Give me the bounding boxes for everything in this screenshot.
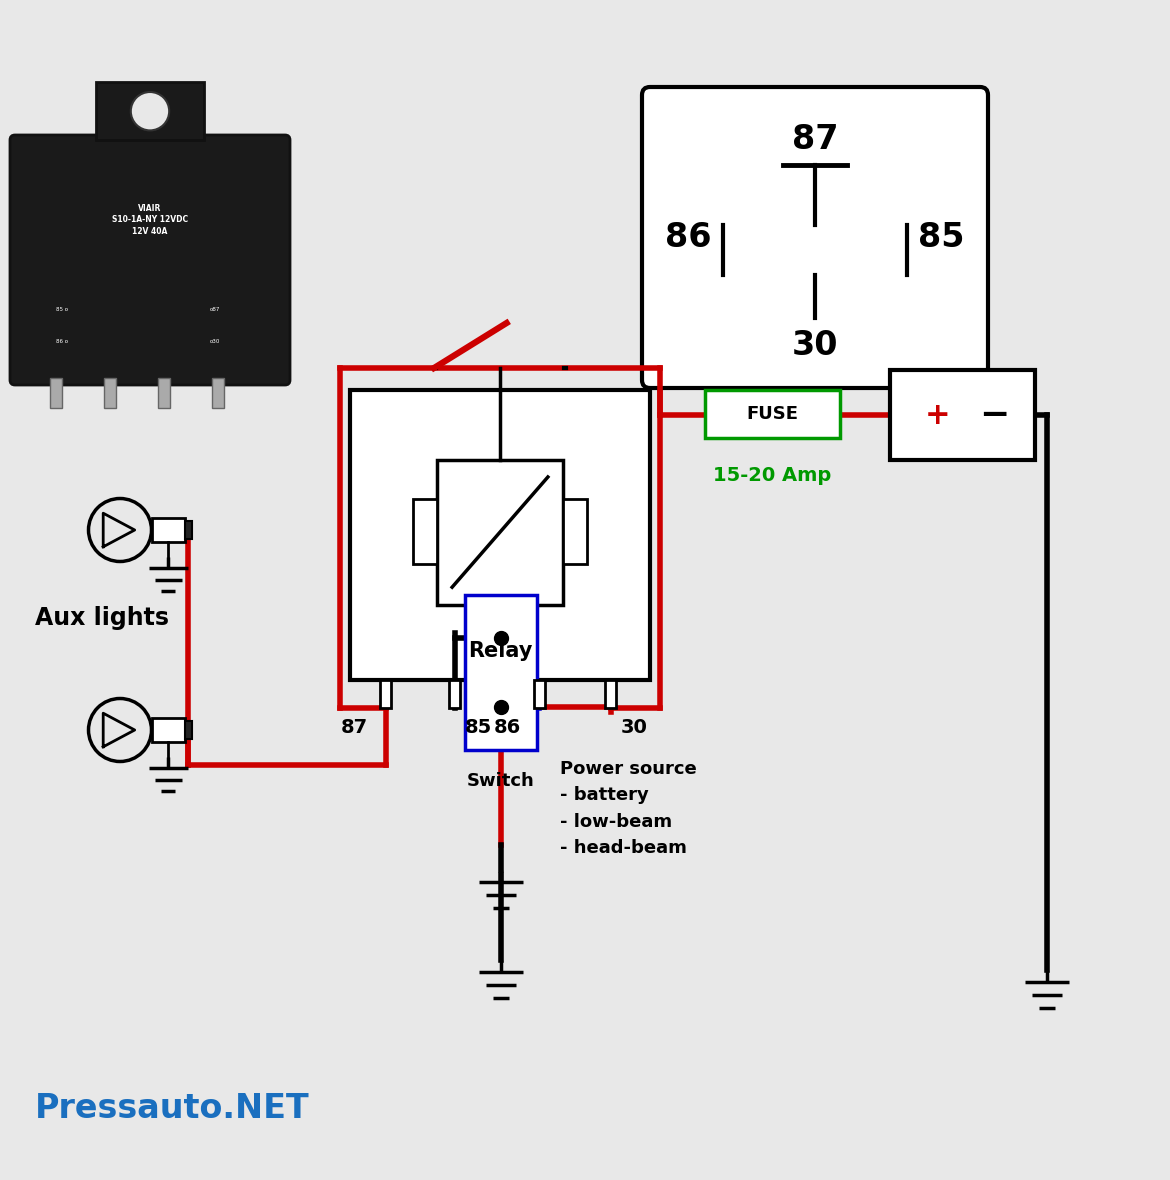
Text: 30: 30 xyxy=(621,717,648,738)
Text: −: − xyxy=(979,398,1010,432)
Bar xyxy=(413,499,438,564)
Bar xyxy=(464,595,537,750)
Text: 86: 86 xyxy=(665,221,711,254)
Bar xyxy=(151,518,185,542)
Text: Aux lights: Aux lights xyxy=(35,607,168,630)
Text: 30: 30 xyxy=(792,329,838,362)
Bar xyxy=(103,378,116,408)
Text: o30: o30 xyxy=(209,339,220,345)
Text: o87: o87 xyxy=(209,307,220,312)
Text: Pressauto.NET: Pressauto.NET xyxy=(35,1092,310,1125)
Text: Relay: Relay xyxy=(468,641,532,661)
Bar xyxy=(438,459,563,604)
Text: 85: 85 xyxy=(918,221,965,254)
Text: VIAIR
S10-1A-NY 12VDC
12V 40A: VIAIR S10-1A-NY 12VDC 12V 40A xyxy=(112,204,188,236)
Bar xyxy=(185,520,192,539)
Text: 87: 87 xyxy=(792,123,838,156)
Text: 15-20 Amp: 15-20 Amp xyxy=(714,466,832,485)
Text: +: + xyxy=(925,400,951,430)
Bar xyxy=(449,680,461,708)
Bar xyxy=(96,83,204,140)
Bar xyxy=(350,391,651,680)
Bar xyxy=(534,680,544,708)
Text: 85 o: 85 o xyxy=(55,307,68,312)
Text: 86 o: 86 o xyxy=(55,339,68,345)
Bar xyxy=(890,371,1035,460)
Text: Switch: Switch xyxy=(467,772,535,789)
FancyBboxPatch shape xyxy=(11,135,290,385)
Bar xyxy=(151,719,185,741)
Bar xyxy=(606,680,617,708)
Bar xyxy=(380,680,392,708)
Bar xyxy=(185,721,192,740)
Bar xyxy=(49,378,62,408)
Bar xyxy=(563,499,587,564)
Text: 85: 85 xyxy=(464,717,493,738)
Text: 86: 86 xyxy=(494,717,521,738)
Circle shape xyxy=(131,92,170,131)
Text: 87: 87 xyxy=(340,717,369,738)
Text: FUSE: FUSE xyxy=(746,405,798,422)
Bar xyxy=(706,391,840,438)
Bar xyxy=(158,378,170,408)
FancyBboxPatch shape xyxy=(642,87,987,388)
Bar xyxy=(212,378,223,408)
Text: Power source
- battery
- low-beam
- head-beam: Power source - battery - low-beam - head… xyxy=(560,760,697,857)
